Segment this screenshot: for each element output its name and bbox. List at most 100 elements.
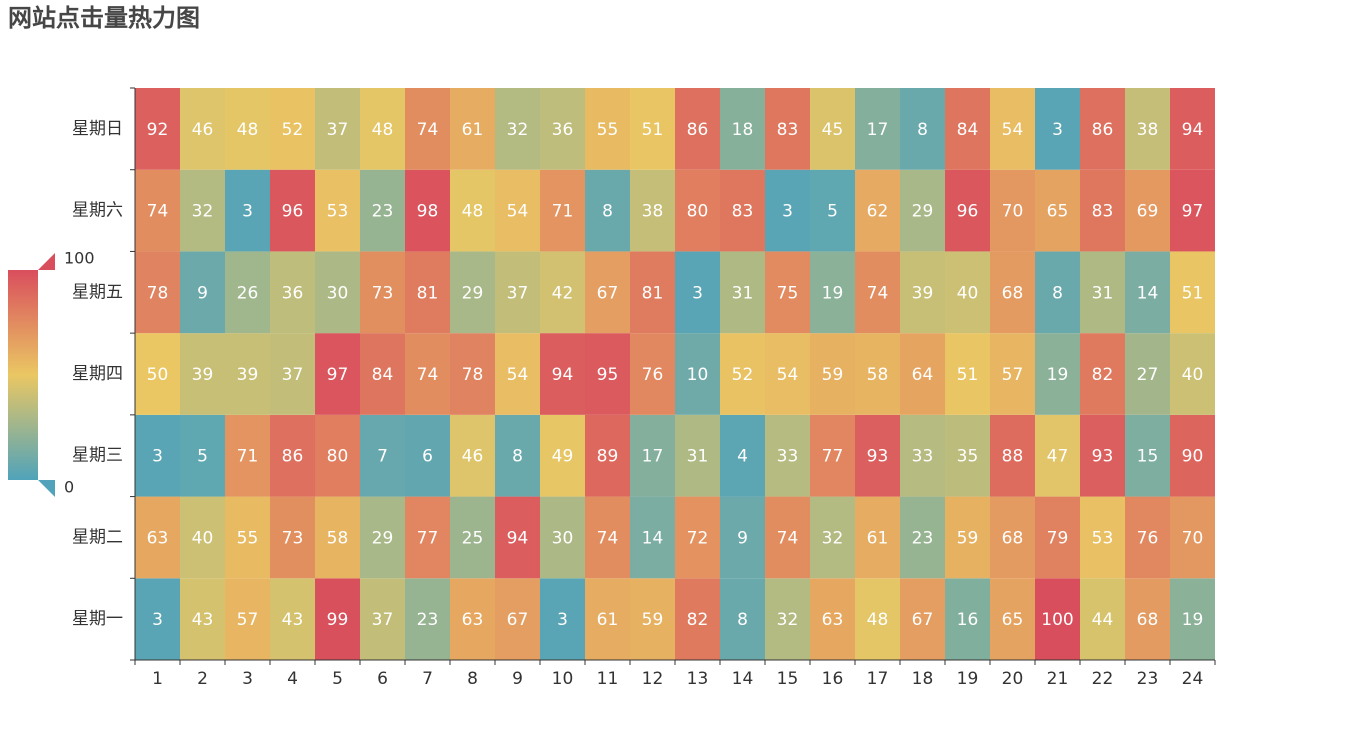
- cell-label: 71: [237, 447, 259, 467]
- cell-label: 52: [732, 365, 754, 385]
- cell-label: 96: [957, 202, 979, 222]
- cell-label: 32: [822, 528, 844, 548]
- cell-label: 78: [147, 283, 169, 303]
- x-tick-label: 5: [332, 669, 343, 689]
- heat-cell: [225, 414, 270, 497]
- heat-cell: [315, 414, 360, 497]
- cell-label: 39: [912, 283, 934, 303]
- heat-cell: [585, 414, 630, 497]
- cell-label: 27: [1137, 365, 1159, 385]
- cell-label: 5: [197, 447, 208, 467]
- cell-label: 19: [1182, 610, 1204, 630]
- cell-label: 80: [327, 447, 349, 467]
- cell-label: 8: [602, 202, 613, 222]
- cell-label: 29: [462, 283, 484, 303]
- cell-label: 64: [912, 365, 934, 385]
- cell-label: 32: [507, 120, 529, 140]
- heat-cell: [855, 496, 900, 579]
- cell-label: 53: [327, 202, 349, 222]
- cell-label: 68: [1002, 283, 1024, 303]
- heat-cell: [315, 88, 360, 170]
- cell-label: 86: [282, 447, 304, 467]
- heat-cell: [360, 414, 405, 497]
- heat-cell: [855, 578, 900, 660]
- heat-cell: [1035, 333, 1080, 415]
- heat-cell: [675, 414, 720, 497]
- cell-label: 74: [147, 202, 169, 222]
- cell-label: 98: [417, 202, 439, 222]
- cell-label: 9: [197, 283, 208, 303]
- cell-label: 67: [507, 610, 529, 630]
- cell-label: 65: [1002, 610, 1024, 630]
- heat-cell: [405, 333, 450, 415]
- x-tick-label: 19: [957, 669, 979, 689]
- x-tick-label: 6: [377, 669, 388, 689]
- y-tick-label: 星期三: [72, 446, 123, 466]
- cell-label: 37: [327, 120, 349, 140]
- cell-label: 48: [372, 120, 394, 140]
- cell-label: 8: [512, 447, 523, 467]
- heat-cell: [630, 333, 675, 415]
- cell-label: 36: [552, 120, 574, 140]
- heat-cell: [225, 496, 270, 579]
- cell-label: 3: [1052, 120, 1063, 140]
- heat-cell: [675, 169, 720, 252]
- heat-cell: [990, 496, 1035, 579]
- heat-cell: [540, 578, 585, 660]
- x-tick-label: 8: [467, 669, 478, 689]
- cell-label: 48: [237, 120, 259, 140]
- heat-cell: [1035, 496, 1080, 579]
- cell-label: 42: [552, 283, 574, 303]
- heat-cell: [1170, 251, 1215, 334]
- heat-cell: [720, 333, 765, 415]
- heat-cell: [180, 578, 225, 660]
- cell-label: 37: [282, 365, 304, 385]
- x-tick-label: 10: [552, 669, 574, 689]
- heat-cell: [1170, 88, 1215, 170]
- cell-label: 89: [597, 447, 619, 467]
- cell-label: 70: [1182, 528, 1204, 548]
- cell-label: 14: [642, 528, 664, 548]
- heat-cell: [1080, 496, 1125, 579]
- cell-label: 30: [552, 528, 574, 548]
- heat-cell: [405, 88, 450, 170]
- heat-cell: [810, 496, 855, 579]
- cell-label: 58: [867, 365, 889, 385]
- cell-label: 3: [782, 202, 793, 222]
- heat-cell: [1080, 88, 1125, 170]
- visual-map-max: 100: [64, 249, 95, 268]
- heat-cell: [900, 88, 945, 170]
- cell-label: 29: [372, 528, 394, 548]
- heat-cell: [360, 88, 405, 170]
- heat-cell: [1170, 333, 1215, 415]
- heat-cell: [540, 414, 585, 497]
- heat-cell: [315, 251, 360, 334]
- cell-label: 47: [1047, 447, 1069, 467]
- heat-cell: [1080, 251, 1125, 334]
- cell-label: 17: [642, 447, 664, 467]
- cell-label: 54: [507, 365, 529, 385]
- heat-cell: [315, 496, 360, 579]
- heat-cell: [450, 414, 495, 497]
- heat-cell: [855, 414, 900, 497]
- heat-cell: [405, 496, 450, 579]
- heat-cell: [1125, 88, 1170, 170]
- cell-label: 94: [507, 528, 529, 548]
- heat-cell: [900, 169, 945, 252]
- cell-label: 96: [282, 202, 304, 222]
- cell-label: 58: [327, 528, 349, 548]
- heat-cell: [765, 333, 810, 415]
- heat-cell: [270, 414, 315, 497]
- x-tick-label: 4: [287, 669, 298, 689]
- cell-label: 54: [507, 202, 529, 222]
- heat-cell: [1080, 414, 1125, 497]
- cell-label: 37: [507, 283, 529, 303]
- cell-label: 93: [867, 447, 889, 467]
- heat-cell: [900, 251, 945, 334]
- heat-cell: [270, 169, 315, 252]
- y-tick-label: 星期一: [72, 609, 123, 629]
- cell-label: 59: [957, 528, 979, 548]
- chart-title: 网站点击量热力图: [8, 4, 200, 32]
- cell-label: 54: [777, 365, 799, 385]
- cell-label: 61: [867, 528, 889, 548]
